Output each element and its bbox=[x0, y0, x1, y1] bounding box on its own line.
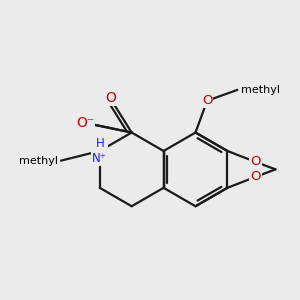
Text: H
N⁺: H N⁺ bbox=[92, 137, 107, 165]
Text: methyl: methyl bbox=[241, 85, 280, 95]
Text: O: O bbox=[202, 94, 212, 107]
Text: O⁻: O⁻ bbox=[76, 116, 94, 130]
Text: O: O bbox=[105, 92, 116, 105]
Text: O: O bbox=[250, 170, 261, 184]
Text: methyl: methyl bbox=[19, 156, 58, 166]
Text: O: O bbox=[250, 155, 261, 168]
